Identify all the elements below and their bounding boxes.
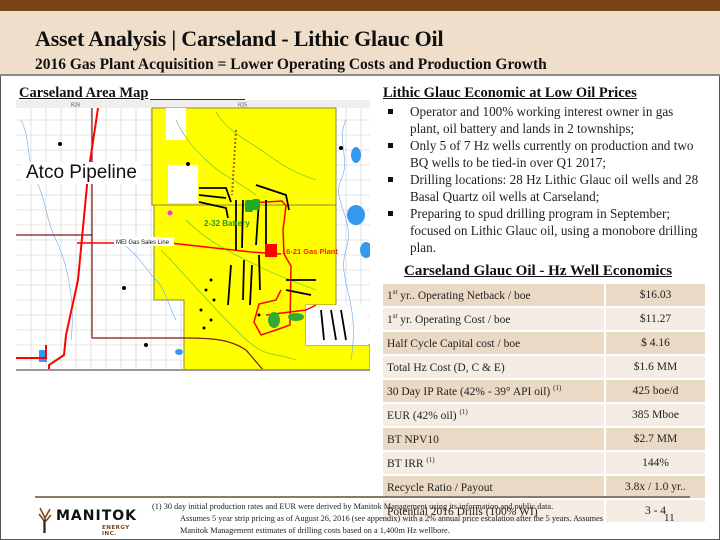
table-row: EUR (42% oil) (1) 385 Mboe	[383, 404, 705, 426]
row-value: 425 boe/d	[604, 380, 705, 402]
area-map: R26 R25	[16, 100, 370, 371]
row-value: 3 - 4	[604, 500, 705, 522]
table-row: Total Hz Cost (D, C & E) $1.6 MM	[383, 356, 705, 378]
table-row: 30 Day IP Rate (42% - 39° API oil) (1) 4…	[383, 380, 705, 402]
highlights-heading: Lithic Glauc Economic at Low Oil Prices	[383, 85, 637, 101]
row-value: 385 Mboe	[604, 404, 705, 426]
row-value: 144%	[604, 452, 705, 474]
company-logo: MANITOK ENERGY INC.	[36, 506, 146, 537]
map-graphic: R26 R25	[16, 100, 370, 369]
green-patches	[268, 312, 304, 328]
row-value: $1.6 MM	[604, 356, 705, 378]
well-paths	[198, 184, 347, 341]
row-value: 3.8x / 1.0 yr..	[604, 476, 705, 498]
table-row: Recycle Ratio / Payout 3.8x / 1.0 yr..	[383, 476, 705, 498]
table-row: BT NPV10 $2.7 MM	[383, 428, 705, 450]
battery-marker: 2-32 Battery	[204, 199, 260, 228]
slide-title: Asset Analysis | Carseland - Lithic Glau…	[35, 26, 444, 51]
row-value: $11.27	[604, 308, 705, 330]
highlight-item: Operator and 100% working interest owner…	[386, 103, 706, 137]
logo-name: MANITOK	[56, 508, 137, 524]
sales-line-label: MEI Gas Sales Line	[116, 240, 170, 246]
map-title-underline	[150, 99, 245, 101]
highlight-item: Preparing to spud drilling program in Se…	[386, 205, 706, 256]
map-title: Carseland Area Map	[19, 85, 149, 101]
page-number: 11	[664, 512, 675, 524]
row-value: $ 4.16	[604, 332, 705, 354]
range-label-r25: R25	[238, 103, 247, 109]
row-label: EUR (42% oil) (1)	[383, 404, 604, 426]
row-value: $16.03	[604, 284, 705, 306]
gas-plant-label: 16-21 Gas Plant	[282, 247, 338, 256]
row-label: BT IRR (1)	[383, 452, 604, 474]
range-label-r26: R26	[71, 103, 80, 109]
row-label: Potential 2016 Drills (100% WI)	[383, 500, 604, 522]
row-label: BT NPV10	[383, 428, 604, 450]
footnote-line-1: (1) 30 day initial production rates and …	[152, 502, 554, 511]
economics-table: 1st yr.. Operating Netback / boe $16.03 …	[383, 282, 705, 524]
row-label: Total Hz Cost (D, C & E)	[383, 356, 604, 378]
highlight-item: Only 5 of 7 Hz wells currently on produc…	[386, 137, 706, 171]
highlight-item: Drilling locations: 28 Hz Lithic Glauc o…	[386, 171, 706, 205]
row-label: 1st yr.. Operating Netback / boe	[383, 284, 604, 306]
highlights-list: Operator and 100% working interest owner…	[386, 103, 706, 256]
gas-plant-marker: 16-21 Gas Plant	[265, 244, 338, 257]
well-markers	[58, 142, 343, 347]
table-row: BT IRR (1) 144%	[383, 452, 705, 474]
slide-subtitle: 2016 Gas Plant Acquisition = Lower Opera…	[35, 56, 547, 73]
water-bodies	[39, 147, 370, 362]
logo-subtitle: ENERGY INC.	[102, 525, 130, 537]
slide-header: Asset Analysis | Carseland - Lithic Glau…	[0, 11, 720, 76]
table-row: Potential 2016 Drills (100% WI) 3 - 4	[383, 500, 705, 522]
battery-label: 2-32 Battery	[204, 219, 250, 228]
antler-icon	[38, 507, 52, 533]
row-value: $2.7 MM	[604, 428, 705, 450]
row-label: 1st yr. Operating Cost / boe	[383, 308, 604, 330]
atco-pipeline-label: Atco Pipeline	[22, 162, 141, 184]
row-label: Half Cycle Capital cost / boe	[383, 332, 604, 354]
row-label: 30 Day IP Rate (42% - 39° API oil) (1)	[383, 380, 604, 402]
footnote-line-2: Assumes 5 year strip pricing as of Augus…	[180, 514, 604, 535]
row-label: Recycle Ratio / Payout	[383, 476, 604, 498]
table-row: 1st yr. Operating Cost / boe $11.27	[383, 308, 705, 330]
table-row: 1st yr.. Operating Netback / boe $16.03	[383, 284, 705, 306]
economics-heading: Carseland Glauc Oil - Hz Well Economics	[404, 263, 673, 279]
top-accent-bar	[0, 0, 720, 11]
table-row: Half Cycle Capital cost / boe $ 4.16	[383, 332, 705, 354]
footnote: (1) 30 day initial production rates and …	[152, 501, 622, 537]
footer-divider	[35, 496, 690, 498]
